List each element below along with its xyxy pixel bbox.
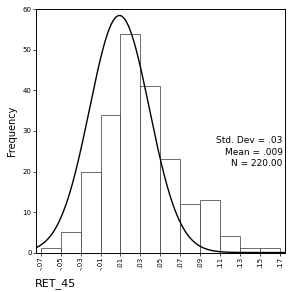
Y-axis label: Frequency: Frequency (7, 106, 17, 156)
Bar (100, 115, 121, 253)
Bar (41, 248, 61, 253)
Bar (260, 248, 280, 253)
Bar (180, 204, 200, 253)
Bar (240, 248, 260, 253)
Text: RET_45: RET_45 (35, 278, 76, 289)
Bar (160, 159, 180, 253)
Bar (200, 200, 220, 253)
Bar (121, 34, 140, 253)
Bar (220, 236, 240, 253)
Bar (61, 232, 81, 253)
Bar (81, 171, 100, 253)
Bar (140, 86, 160, 253)
Text: Std. Dev = .03
Mean = .009
N = 220.00: Std. Dev = .03 Mean = .009 N = 220.00 (216, 136, 283, 168)
